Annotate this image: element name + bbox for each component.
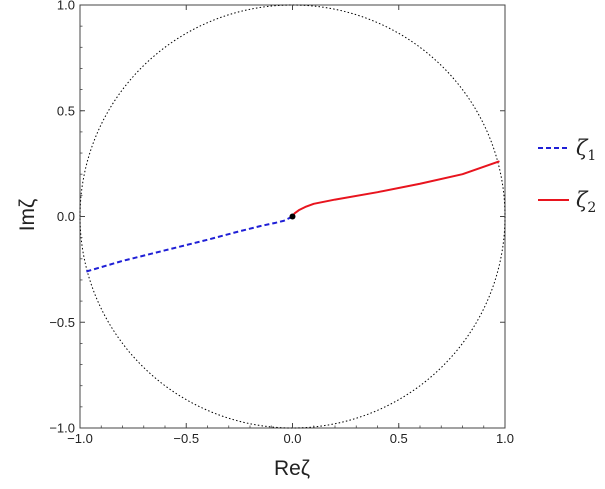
legend: ζ1 ζ2 [538, 136, 596, 216]
series-line-1 [86, 215, 293, 273]
x-tick-label: −0.5 [173, 431, 199, 446]
y-axis-label: Imζ [16, 199, 39, 232]
x-tick-label: 0.5 [390, 431, 408, 446]
y-tick-label: 1.0 [57, 0, 75, 13]
x-axis-label: Reζ [274, 457, 310, 480]
y-tick-label: 0.0 [57, 209, 75, 224]
y-tick-label: −1.0 [49, 421, 75, 436]
x-tick-label: 1.0 [496, 431, 514, 446]
legend-label-2: ζ2 [576, 188, 596, 216]
y-tick-label: 0.5 [57, 103, 75, 118]
x-tick-label: 0.0 [283, 431, 301, 446]
y-tick-label: −0.5 [49, 315, 75, 330]
origin-point [289, 213, 296, 220]
x-tick-label: −1.0 [67, 431, 93, 446]
series-line-2 [291, 160, 500, 218]
legend-label-1: ζ1 [576, 136, 596, 164]
